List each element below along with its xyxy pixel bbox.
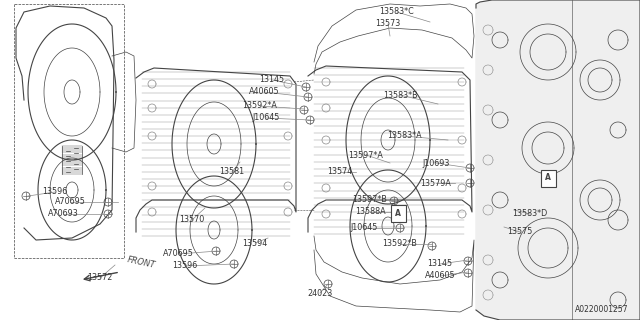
Text: 13570: 13570 [179, 215, 205, 225]
Text: 13573: 13573 [376, 20, 401, 28]
Text: J10645: J10645 [252, 114, 280, 123]
Text: A: A [395, 209, 401, 218]
FancyBboxPatch shape [390, 204, 406, 221]
Text: 13583*B: 13583*B [383, 91, 417, 100]
Text: FRONT: FRONT [126, 256, 156, 270]
Text: A0220001257: A0220001257 [575, 305, 628, 314]
Text: 13579A: 13579A [420, 179, 451, 188]
Text: 13581: 13581 [220, 167, 244, 177]
Text: 13583*C: 13583*C [380, 7, 414, 17]
Text: 13583*D: 13583*D [513, 210, 548, 219]
Text: A: A [545, 173, 551, 182]
Text: 13575: 13575 [508, 228, 532, 236]
Text: A40605: A40605 [249, 87, 279, 97]
Text: A70695: A70695 [54, 197, 85, 206]
Text: 13596: 13596 [42, 188, 68, 196]
Text: 13592*A: 13592*A [243, 101, 277, 110]
Text: 13597*A: 13597*A [349, 150, 383, 159]
Text: 13597*B: 13597*B [353, 196, 387, 204]
Text: J10693: J10693 [422, 158, 450, 167]
Text: 13574: 13574 [328, 167, 353, 177]
Text: 13145: 13145 [428, 260, 452, 268]
Text: 13572: 13572 [87, 274, 113, 283]
Text: A70695: A70695 [163, 250, 193, 259]
Text: 13145: 13145 [259, 76, 285, 84]
Text: 13588A: 13588A [355, 207, 385, 217]
Text: 13596: 13596 [172, 261, 198, 270]
Text: 24023: 24023 [307, 289, 333, 298]
Text: 13583*A: 13583*A [387, 132, 421, 140]
Text: 13594: 13594 [243, 238, 268, 247]
Text: A40605: A40605 [425, 271, 455, 281]
Polygon shape [476, 0, 640, 320]
Text: 13592*B: 13592*B [383, 239, 417, 249]
Text: J10645: J10645 [350, 223, 378, 233]
FancyBboxPatch shape [541, 170, 556, 187]
Text: A70693: A70693 [47, 210, 78, 219]
